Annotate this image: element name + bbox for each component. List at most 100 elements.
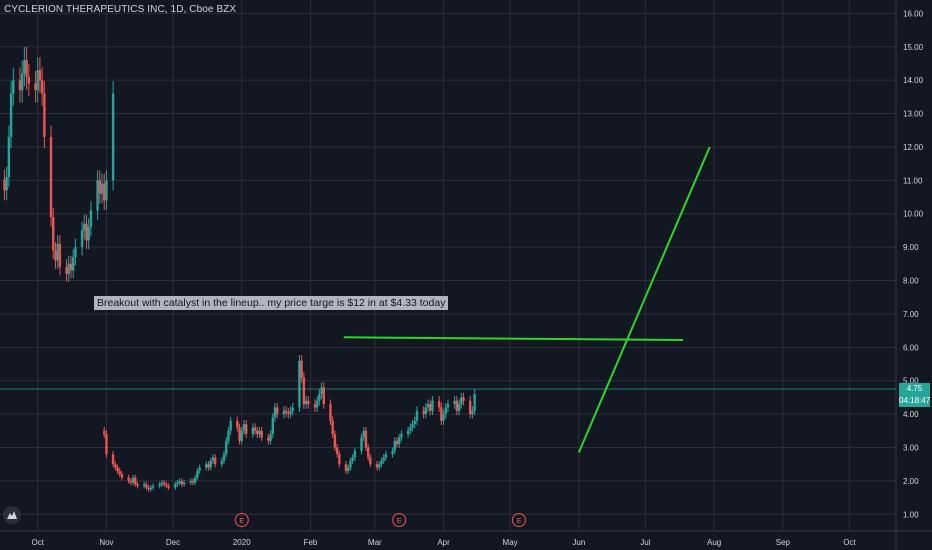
candle-body (193, 477, 197, 483)
candle-body (382, 457, 385, 461)
candle-body (393, 440, 396, 451)
candle-body (409, 427, 412, 431)
candle-body (260, 430, 263, 438)
candle-body (227, 430, 230, 441)
candle-body (131, 477, 135, 483)
candle-body (52, 217, 55, 251)
candle-body (271, 417, 274, 435)
candle-body (80, 230, 84, 248)
bar-countdown-label: 04:18:47 (899, 395, 931, 408)
candle-body (205, 464, 208, 468)
y-axis-tick-label: 1.00 (903, 510, 919, 519)
candle-body (20, 73, 24, 91)
x-axis-tick-label: Mar (368, 538, 382, 547)
candle-body (322, 387, 326, 405)
y-axis-tick-label: 3.00 (903, 444, 919, 453)
candle-body (103, 430, 106, 435)
candle-body (331, 420, 334, 435)
y-axis-tick-label: 2.00 (903, 477, 919, 486)
candle-body (136, 484, 139, 486)
candle-body (437, 400, 441, 408)
candle-body (38, 70, 42, 81)
earnings-event-icon (511, 513, 526, 527)
candle-body (129, 480, 133, 483)
y-axis-tick-label: 5.00 (903, 377, 919, 386)
candle-body (182, 482, 186, 485)
candle-body (213, 457, 217, 465)
candle-body (238, 427, 241, 441)
x-axis-tick-label: Apr (437, 538, 450, 547)
candle-body (424, 407, 428, 415)
candle-body (160, 482, 164, 485)
candle-body (346, 467, 350, 471)
y-axis-tick-label: 16.00 (903, 9, 924, 18)
x-axis-tick-label: Jul (640, 538, 650, 547)
candle-body (74, 247, 77, 258)
candle-body (351, 457, 354, 461)
candle-body (207, 464, 210, 468)
candle-body (276, 407, 279, 415)
candle-body (69, 263, 73, 271)
candle-body (167, 485, 170, 488)
tradingview-logo-icon[interactable] (3, 506, 21, 524)
candle-body (267, 437, 270, 441)
candle-body (269, 434, 272, 441)
candle-body (180, 480, 184, 485)
candle-body (333, 434, 337, 448)
candle-body (335, 447, 339, 455)
candle-body (353, 450, 357, 458)
candle-body (111, 93, 115, 181)
candle-body (291, 407, 294, 411)
candle-body (318, 394, 321, 401)
candle-body (444, 407, 447, 415)
candle-body (349, 460, 352, 468)
candle-body (147, 487, 150, 490)
earnings-event-label: E (239, 516, 244, 525)
candle-body (149, 487, 153, 490)
earnings-event-label: E (397, 516, 402, 525)
candle-body (273, 407, 277, 418)
candle-body (40, 80, 44, 94)
candle-body (211, 457, 215, 461)
y-axis-tick-label: 10.00 (903, 210, 924, 219)
candle-body (431, 400, 434, 411)
x-axis-tick-label: Aug (707, 538, 721, 547)
candle-body (34, 83, 37, 91)
candle-body (320, 387, 323, 395)
candle-body (362, 430, 365, 438)
x-axis-tick-label: Dec (166, 538, 180, 547)
candle-body (251, 427, 255, 435)
annotation-callout[interactable]: Breakout with catalyst in the lineup.. m… (94, 296, 449, 310)
candle-body (253, 427, 257, 431)
candle-body (455, 400, 459, 411)
candle-body (120, 474, 124, 478)
candle-body (457, 404, 461, 411)
candle-body (462, 397, 465, 401)
candle-body (400, 434, 403, 438)
candle-body (54, 250, 57, 261)
candle-body (468, 400, 472, 415)
candle-body (375, 464, 379, 468)
candle-body (360, 437, 363, 451)
x-axis-tick-label: 2020 (233, 538, 251, 547)
candle-body (422, 410, 425, 415)
candle-body (304, 400, 308, 405)
candle-body (460, 397, 463, 405)
candle-body (127, 477, 130, 481)
candle-body (284, 410, 288, 413)
candle-body (287, 412, 290, 415)
candle-body (142, 484, 146, 486)
y-axis-tick-label: 14.00 (903, 76, 924, 85)
candle-body (222, 454, 226, 461)
x-axis-tick-label: May (503, 538, 518, 547)
y-axis-tick-label: 9.00 (903, 243, 919, 252)
last-price-label: 4.75 (899, 383, 930, 396)
candle-body (18, 80, 22, 91)
y-axis-tick-label: 12.00 (903, 143, 924, 152)
candle-body (27, 76, 31, 84)
candle-body (25, 60, 28, 77)
candle-body (282, 410, 286, 415)
candle-body (415, 410, 419, 421)
candle-body (384, 454, 388, 458)
